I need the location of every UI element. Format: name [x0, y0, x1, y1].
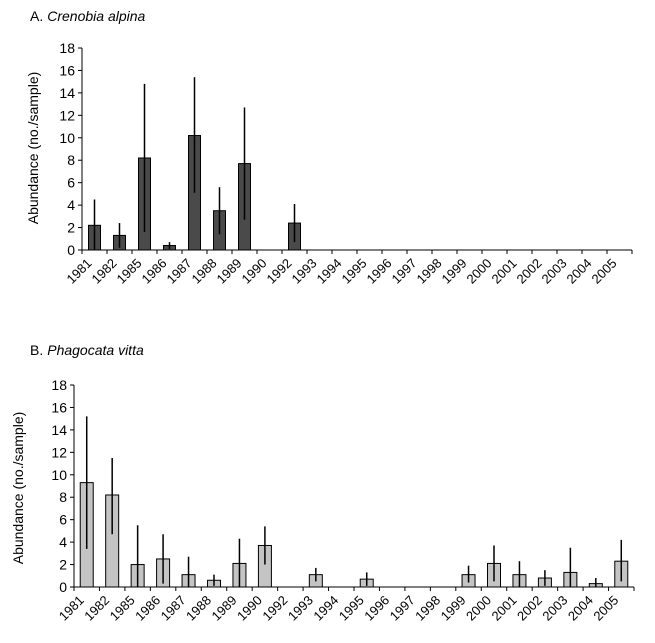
panel-b-x-tick-label: 1995	[336, 593, 367, 624]
panel-a-y-tick-label: 18	[59, 40, 75, 56]
panel-b-x-tick-label: 1985	[107, 593, 138, 624]
panel-a-x-tick-label: 1988	[189, 256, 220, 287]
panel-b-x-tick-label: 1988	[183, 593, 214, 624]
panel-b-x-tick-label: 1990	[234, 593, 265, 624]
panel-a-y-tick-label: 8	[67, 152, 75, 168]
panel-a-x-tick-label: 1986	[139, 256, 170, 287]
panel-a-plot: 0246810121416181981198219851986198719881…	[59, 40, 633, 287]
panel-a-x-tick-label: 1995	[339, 256, 370, 287]
panel-b-x-tick-label: 1999	[438, 593, 469, 624]
panel-b-y-tick-label: 14	[51, 422, 67, 438]
panel-b-y-tick-label: 18	[51, 377, 67, 393]
panel-a-x-tick-label: 1987	[164, 256, 195, 287]
panel-a-x-tick-label: 2002	[514, 256, 545, 287]
panel-b-x-tick-label: 2003	[539, 593, 570, 624]
panel-b-label: B.	[30, 342, 43, 358]
panel-b-species: Phagocata vitta	[47, 342, 144, 358]
panel-b-x-tick-label: 1992	[259, 593, 290, 624]
panel-a-x-tick-label: 1981	[64, 256, 95, 287]
panel-a-x-tick-label: 1982	[89, 256, 120, 287]
panel-b-x-tick-label: 1989	[209, 593, 240, 624]
panel-b-title: B. Phagocata vitta	[30, 342, 144, 358]
panel-b-x-tick-label: 2005	[590, 593, 621, 624]
panel-a-y-tick-label: 16	[59, 62, 75, 78]
panel-a-y-tick-label: 10	[59, 130, 75, 146]
panel-a-x-tick-label: 1990	[239, 256, 270, 287]
panel-b-y-tick-label: 4	[59, 534, 67, 550]
panel-a-x-tick-label: 1997	[389, 256, 420, 287]
panel-a-y-tick-label: 6	[67, 175, 75, 191]
panel-b-y-tick-label: 2	[59, 557, 67, 573]
panel-a-y-tick-label: 2	[67, 220, 75, 236]
panel-a-y-tick-label: 14	[59, 85, 75, 101]
panel-b-y-tick-label: 16	[51, 399, 67, 415]
panel-b-x-tick-label: 1996	[361, 593, 392, 624]
panel-a-x-tick-label: 1999	[439, 256, 470, 287]
panel-a-species: Crenobia alpina	[47, 8, 145, 24]
panel-b-plot: 0246810121416181981198219851986198719881…	[51, 377, 635, 624]
panel-a-x-tick-label: 2000	[464, 256, 495, 287]
panel-a-y-tick-label: 4	[67, 197, 75, 213]
panel-b-x-tick-label: 2004	[565, 593, 596, 624]
panel-b-y-axis-label: Abundance (no./sample)	[10, 412, 26, 565]
panel-a-x-tick-label: 2003	[539, 256, 570, 287]
panel-a-label: A.	[30, 8, 43, 24]
panel-b-y-tick-label: 10	[51, 467, 67, 483]
panel-b-x-tick-label: 1998	[412, 593, 443, 624]
panel-a-x-tick-label: 2005	[589, 256, 620, 287]
panel-a-x-tick-label: 1992	[264, 256, 295, 287]
panel-a-x-tick-label: 2004	[564, 256, 595, 287]
panel-a-title: A. Crenobia alpina	[30, 8, 146, 24]
panel-b-y-tick-label: 8	[59, 489, 67, 505]
panel-a-y-tick-label: 0	[67, 242, 75, 258]
panel-a-x-tick-label: 1985	[114, 256, 145, 287]
panel-a-x-tick-label: 1996	[364, 256, 395, 287]
panel-b-x-tick-label: 2001	[489, 593, 520, 624]
panel-a-x-tick-label: 1998	[414, 256, 445, 287]
panel-a: A. Crenobia alpina Abundance (no./sample)…	[25, 8, 633, 287]
panel-a-y-tick-label: 12	[59, 107, 75, 123]
panel-a-x-tick-label: 1994	[314, 256, 345, 287]
panel-b-x-tick-label: 2000	[463, 593, 494, 624]
panel-b-x-tick-label: 1997	[387, 593, 418, 624]
panel-b: B. Phagocata vitta Abundance (no./sample)…	[10, 342, 635, 624]
panel-b-x-tick-label: 1994	[310, 593, 341, 624]
panel-b-x-tick-label: 1986	[132, 593, 163, 624]
panel-a-x-tick-label: 1989	[214, 256, 245, 287]
panel-a-y-axis-label: Abundance (no./sample)	[25, 72, 41, 225]
panel-b-x-tick-label: 1987	[158, 593, 189, 624]
panel-a-x-tick-label: 1993	[289, 256, 320, 287]
panel-a-x-tick-label: 2001	[489, 256, 520, 287]
panel-b-x-tick-label: 2002	[514, 593, 545, 624]
panel-b-y-tick-label: 6	[59, 512, 67, 528]
panel-b-x-tick-label: 1993	[285, 593, 316, 624]
panel-b-x-tick-label: 1981	[56, 593, 87, 624]
panel-b-y-tick-label: 0	[59, 579, 67, 595]
panel-b-x-tick-label: 1982	[81, 593, 112, 624]
panel-b-y-tick-label: 12	[51, 444, 67, 460]
